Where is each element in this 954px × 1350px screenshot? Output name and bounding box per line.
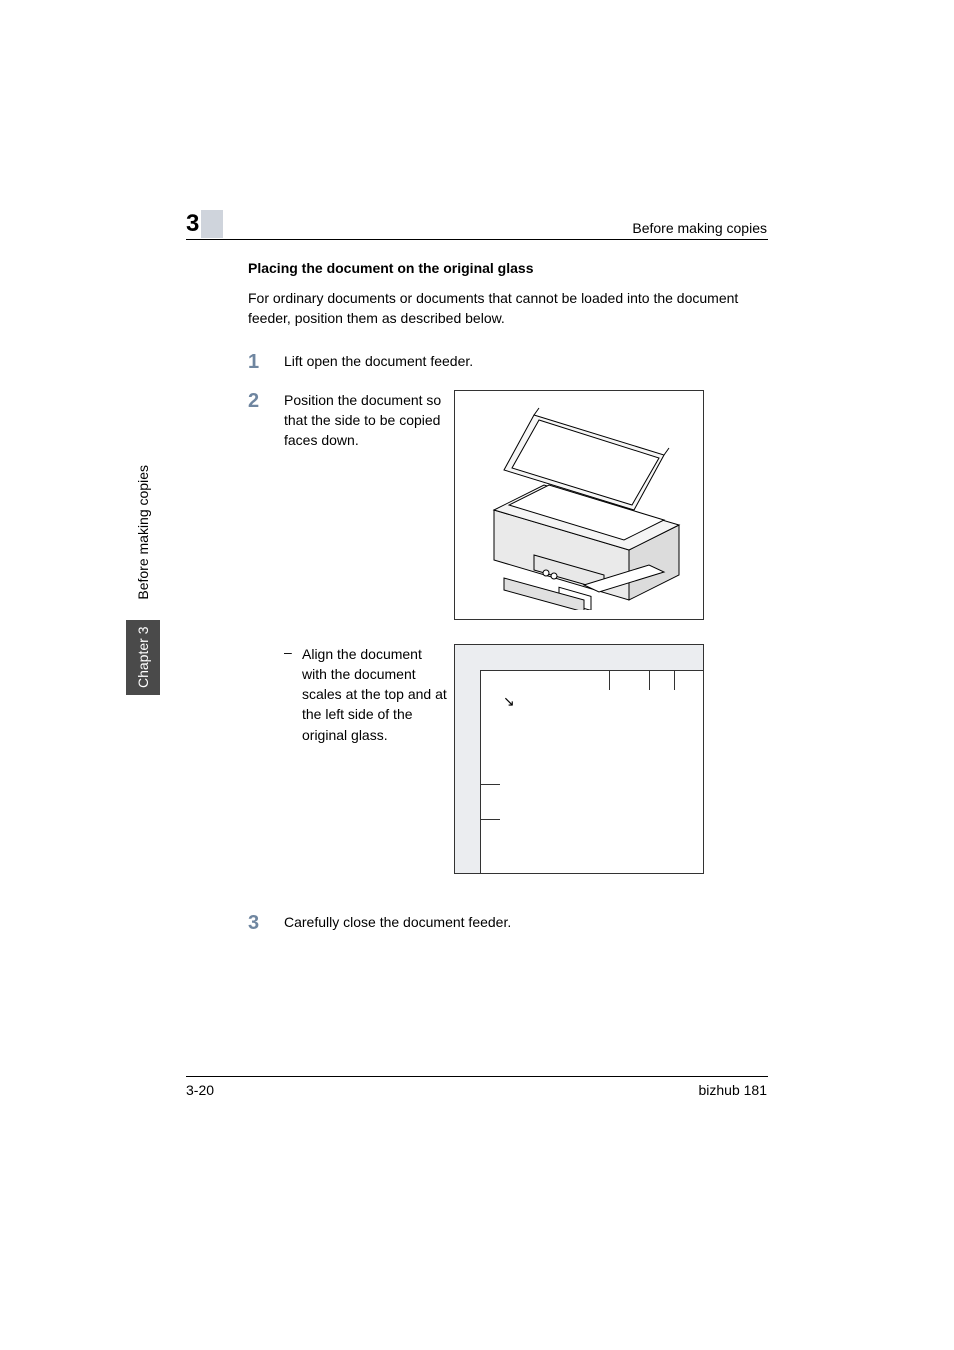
product-name: bizhub 181 <box>698 1082 767 1098</box>
step-2-substep: – Align the document with the document s… <box>284 644 772 874</box>
step-1: 1 Lift open the document feeder. <box>248 351 772 374</box>
left-scale <box>480 670 500 873</box>
step-1-number: 1 <box>248 351 284 374</box>
side-tab-chapter: Chapter 3 <box>126 620 160 695</box>
section-title: Placing the document on the original gla… <box>248 260 772 276</box>
page: 3 Before making copies Before making cop… <box>0 0 954 1350</box>
header-section-title: Before making copies <box>632 220 767 236</box>
step-3: 3 Carefully close the document feeder. <box>248 912 772 935</box>
step-3-text: Carefully close the document feeder. <box>284 912 511 935</box>
corner-arrow-icon: ↘ <box>503 693 515 710</box>
substep-text: Align the document with the document sca… <box>302 644 454 874</box>
step-3-number: 3 <box>248 912 284 935</box>
chapter-bar <box>201 210 223 238</box>
footer-rule <box>186 1076 768 1077</box>
header-rule <box>186 239 768 240</box>
page-number: 3-20 <box>186 1082 214 1098</box>
chapter-badge: 3 <box>186 210 223 238</box>
intro-text: For ordinary documents or documents that… <box>248 288 772 329</box>
step-2-text: Position the document so that the side t… <box>284 390 454 620</box>
side-tab-section: Before making copies <box>135 465 151 600</box>
step-2-number: 2 <box>248 390 284 620</box>
printer-icon <box>464 400 694 610</box>
side-tab: Before making copies Chapter 3 <box>126 415 160 695</box>
figure-glass: ↘ <box>454 644 704 874</box>
step-2: 2 Position the document so that the side… <box>248 390 772 620</box>
content: Placing the document on the original gla… <box>248 260 772 951</box>
substep-bullet: – <box>284 644 302 874</box>
figure-printer <box>454 390 704 620</box>
top-scale <box>480 670 703 690</box>
step-1-text: Lift open the document feeder. <box>284 351 473 374</box>
